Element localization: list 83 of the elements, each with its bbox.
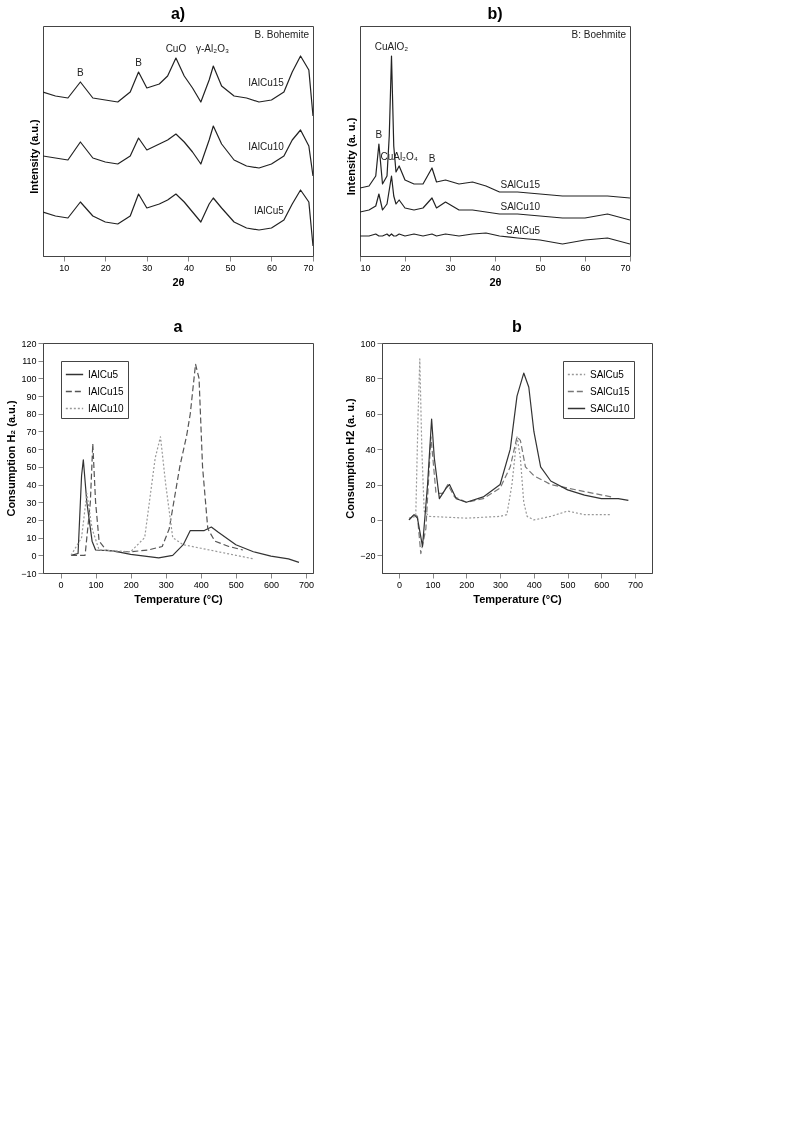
x-axis-title: 2θ xyxy=(489,275,502,288)
chart-title: b xyxy=(512,318,523,335)
series-label: SAlCu10 xyxy=(500,201,541,212)
x-tick-label: 20 xyxy=(100,262,111,273)
x-tick-label: 70 xyxy=(620,262,631,273)
series-label: IAlCu15 xyxy=(248,77,285,88)
y-tick-label: 100 xyxy=(360,338,376,349)
x-tick-label: 60 xyxy=(266,262,277,273)
x-tick-label: 500 xyxy=(560,579,576,590)
chart-title: a) xyxy=(170,5,186,22)
x-tick-label: 400 xyxy=(193,579,209,590)
x-tick-label: 0 xyxy=(396,579,402,590)
y-tick-label: 40 xyxy=(26,480,37,491)
x-tick-label: 30 xyxy=(445,262,456,273)
y-tick-label: 80 xyxy=(365,373,376,384)
x-tick-label: 700 xyxy=(628,579,644,590)
annotation: B xyxy=(77,67,85,78)
x-tick-label: 400 xyxy=(526,579,542,590)
legend-label: SAlCu5 xyxy=(590,368,625,380)
y-axis-title: Intensity (a.u.) xyxy=(27,118,40,194)
x-tick-label: 300 xyxy=(493,579,509,590)
y-tick-label: 20 xyxy=(365,480,376,491)
y-tick-label: 120 xyxy=(21,338,37,349)
y-tick-label: −10 xyxy=(21,568,37,579)
legend-label: SAlCu15 xyxy=(590,385,630,397)
y-tick-label: 0 xyxy=(31,550,37,561)
annotation: CuO xyxy=(165,43,187,54)
y-tick-label: 50 xyxy=(26,462,37,473)
y-tick-label: 110 xyxy=(22,356,37,367)
x-tick-label: 40 xyxy=(183,262,194,273)
x-tick-label: 40 xyxy=(490,262,501,273)
x-tick-label: 600 xyxy=(263,579,279,590)
x-tick-label: 50 xyxy=(535,262,546,273)
y-tick-label: 40 xyxy=(365,444,376,455)
x-tick-label: 60 xyxy=(580,262,591,273)
x-tick-label: 0 xyxy=(58,579,64,590)
y-tick-label: 90 xyxy=(26,391,37,402)
x-tick-label: 200 xyxy=(459,579,475,590)
y-tick-label: 60 xyxy=(365,409,376,420)
y-tick-label: 10 xyxy=(26,533,37,544)
y-tick-label: 100 xyxy=(21,373,37,384)
text: B: Boehmite xyxy=(571,29,627,40)
x-tick-label: 200 xyxy=(123,579,139,590)
x-tick-label: 10 xyxy=(59,262,70,273)
chart-title: b) xyxy=(487,5,503,22)
x-axis-title: Temperature (°C) xyxy=(134,592,224,605)
y-tick-label: 20 xyxy=(26,515,37,526)
legend-label: IAlCu15 xyxy=(88,385,125,397)
x-tick-label: 300 xyxy=(158,579,174,590)
y-axis-title: Consumption H2 (a. u.) xyxy=(344,397,357,519)
x-axis-title: Temperature (°C) xyxy=(473,592,563,605)
y-tick-label: 70 xyxy=(26,426,37,437)
series-label: SAlCu15 xyxy=(500,179,541,190)
annotation: CuAlO₂ xyxy=(374,41,409,52)
x-tick-label: 20 xyxy=(400,262,411,273)
series-label: SAlCu5 xyxy=(506,225,541,236)
text: B. Bohemite xyxy=(254,29,310,40)
series-label: IAlCu10 xyxy=(248,141,285,152)
legend-label: SAlCu10 xyxy=(590,402,630,414)
x-tick-label: 100 xyxy=(425,579,441,590)
x-tick-label: 500 xyxy=(228,579,244,590)
legend-label: IAlCu5 xyxy=(88,368,119,380)
x-tick-label: 50 xyxy=(225,262,236,273)
x-tick-label: 100 xyxy=(88,579,104,590)
legend-label: IAlCu10 xyxy=(88,402,125,414)
chart-title: a xyxy=(173,318,183,335)
x-axis-title: 2θ xyxy=(172,275,185,288)
y-tick-label: 0 xyxy=(370,515,376,526)
annotation: B xyxy=(375,129,383,140)
y-axis-title: Intensity (a. u.) xyxy=(344,117,357,196)
text: γ-Al₂O₃ xyxy=(196,43,229,54)
y-tick-label: −20 xyxy=(360,550,376,561)
y-tick-label: 60 xyxy=(26,444,37,455)
x-tick-label: 70 xyxy=(303,262,314,273)
series-label: IAlCu5 xyxy=(253,205,285,216)
y-axis-title: Consumption H₂ (a.u.) xyxy=(5,400,18,517)
x-tick-label: 700 xyxy=(298,579,314,590)
y-tick-label: 30 xyxy=(26,497,37,508)
annotation: B xyxy=(428,153,436,164)
annotation: B xyxy=(135,57,143,68)
x-tick-label: 30 xyxy=(142,262,153,273)
y-tick-label: 80 xyxy=(26,409,37,420)
x-tick-label: 600 xyxy=(594,579,610,590)
